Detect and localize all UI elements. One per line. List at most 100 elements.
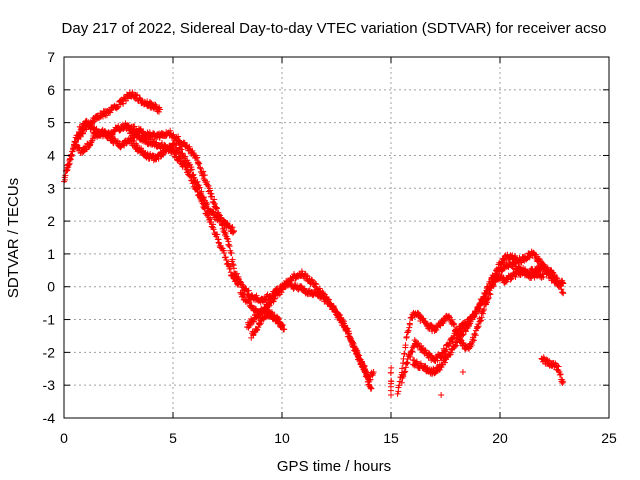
- data-point: [388, 392, 394, 399]
- data-point: [345, 330, 352, 337]
- x-tick-label: 10: [274, 430, 290, 446]
- data-point: [138, 147, 145, 154]
- data-point: [229, 224, 236, 231]
- data-point: [452, 342, 459, 349]
- y-tick-label: 1: [47, 246, 55, 262]
- y-tick-label: 5: [47, 115, 55, 131]
- data-point: [140, 128, 147, 135]
- data-point: [156, 106, 163, 113]
- data-point: [225, 241, 232, 248]
- data-point: [398, 379, 405, 386]
- data-point: [106, 132, 113, 139]
- data-point: [221, 249, 228, 256]
- data-point: [456, 335, 463, 342]
- x-tick-label: 0: [60, 430, 68, 446]
- data-point: [303, 272, 310, 279]
- data-point: [401, 350, 408, 357]
- data-point: [312, 280, 319, 287]
- data-point: [214, 205, 221, 212]
- data-point: [475, 323, 482, 330]
- data-point: [79, 130, 86, 137]
- data-point: [224, 220, 231, 227]
- data-point: [178, 146, 185, 153]
- data-point: [210, 226, 217, 233]
- data-point: [152, 156, 159, 163]
- data-point: [408, 347, 415, 354]
- data-point: [368, 385, 375, 392]
- data-point: [560, 280, 567, 287]
- data-point: [280, 286, 287, 293]
- data-point: [308, 276, 315, 283]
- data-point: [404, 329, 411, 336]
- data-point: [559, 279, 566, 286]
- data-point: [403, 359, 410, 366]
- data-point: [233, 270, 240, 277]
- data-point: [193, 185, 200, 192]
- x-tick-label: 15: [383, 430, 399, 446]
- data-point: [402, 342, 409, 349]
- data-point: [556, 371, 563, 378]
- data-point: [560, 378, 567, 385]
- data-point: [288, 277, 295, 284]
- data-point: [74, 135, 81, 142]
- data-point: [512, 274, 519, 281]
- data-point: [367, 376, 374, 383]
- data-point: [195, 161, 202, 168]
- y-tick-label: -3: [43, 377, 56, 393]
- data-point: [558, 286, 565, 293]
- data-point: [387, 369, 394, 376]
- data-point: [330, 303, 337, 310]
- data-point: [556, 283, 563, 290]
- data-point: [248, 291, 255, 298]
- data-point: [247, 321, 254, 328]
- data-point: [189, 147, 196, 154]
- data-point: [215, 239, 222, 246]
- data-point: [175, 154, 182, 161]
- data-point: [245, 297, 252, 304]
- data-point: [226, 243, 233, 250]
- data-point: [346, 334, 353, 341]
- data-point: [211, 196, 218, 203]
- data-point: [401, 369, 408, 376]
- data-point: [478, 317, 485, 324]
- data-point: [214, 231, 221, 238]
- data-point: [240, 282, 247, 289]
- y-tick-label: 4: [47, 147, 55, 163]
- data-point: [462, 328, 469, 335]
- y-tick-labels: -4 -3 -2 -1 0 1 2 3 4 5 6 7: [43, 49, 56, 426]
- data-point: [454, 339, 461, 346]
- data-point: [353, 345, 360, 352]
- data-point: [245, 287, 252, 294]
- y-tick-label: -1: [43, 312, 56, 328]
- data-point: [197, 195, 204, 202]
- y-axis-label: SDTVAR / TECUs: [5, 178, 22, 298]
- data-point: [396, 382, 403, 389]
- data-point: [476, 306, 483, 313]
- data-point: [62, 172, 69, 179]
- data-point: [403, 333, 410, 340]
- data-point: [241, 293, 248, 300]
- data-point: [559, 379, 566, 386]
- y-tick-label: -4: [43, 410, 56, 426]
- data-point: [79, 149, 86, 156]
- data-point: [557, 371, 564, 378]
- data-point: [441, 359, 448, 366]
- data-point: [483, 290, 490, 297]
- data-point: [201, 172, 208, 179]
- data-point: [117, 127, 124, 134]
- data-point: [361, 363, 368, 370]
- data-point: [182, 153, 189, 160]
- data-point: [225, 263, 232, 270]
- data-point: [208, 190, 215, 197]
- data-point: [186, 143, 193, 150]
- data-point: [107, 109, 114, 116]
- data-point: [470, 337, 477, 344]
- data-point: [132, 140, 139, 147]
- data-point: [482, 294, 489, 301]
- x-tick-label: 20: [492, 430, 508, 446]
- data-point: [433, 326, 440, 333]
- data-point: [555, 363, 562, 370]
- y-tick-label: 0: [47, 279, 55, 295]
- plot-frame: [63, 56, 610, 419]
